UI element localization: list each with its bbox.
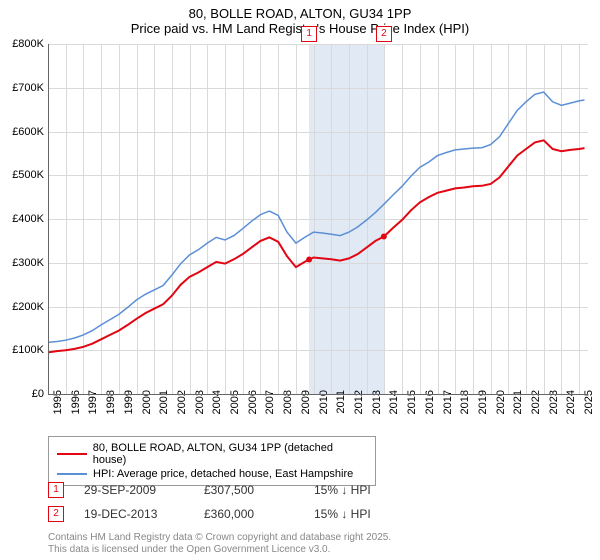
data-row-2-date: 19-DEC-2013 (84, 507, 184, 521)
footer-line2: This data is licensed under the Open Gov… (48, 544, 391, 556)
legend-swatch (57, 453, 87, 455)
legend-label: 80, BOLLE ROAD, ALTON, GU34 1PP (detache… (93, 442, 367, 466)
chart-title-address: 80, BOLLE ROAD, ALTON, GU34 1PP (0, 0, 600, 21)
data-row-1: 1 29-SEP-2009 £307,500 15% ↓ HPI (48, 482, 371, 498)
ytick-label: £300K (0, 257, 44, 269)
data-point (381, 234, 387, 240)
data-row-2-price: £360,000 (204, 507, 294, 521)
data-row-1-delta: 15% ↓ HPI (314, 483, 371, 497)
chart-title-sub: Price paid vs. HM Land Registry's House … (0, 21, 600, 40)
marker-1-icon: 1 (48, 482, 64, 498)
ytick-label: £700K (0, 82, 44, 94)
legend-item: 80, BOLLE ROAD, ALTON, GU34 1PP (detache… (57, 441, 367, 467)
ytick-label: £800K (0, 38, 44, 50)
footer-line1: Contains HM Land Registry data © Crown c… (48, 532, 391, 544)
legend-item: HPI: Average price, detached house, East… (57, 467, 367, 481)
data-row-2-delta: 15% ↓ HPI (314, 507, 371, 521)
ytick-label: £400K (0, 213, 44, 225)
legend-label: HPI: Average price, detached house, East… (93, 468, 353, 480)
y-axis (48, 44, 49, 394)
chart-marker-1: 1 (301, 26, 317, 42)
ytick-label: £100K (0, 344, 44, 356)
ytick-label: £0 (0, 388, 44, 400)
footer-attribution: Contains HM Land Registry data © Crown c… (48, 532, 391, 556)
data-row-2: 2 19-DEC-2013 £360,000 15% ↓ HPI (48, 506, 371, 522)
line-chart-svg (48, 44, 588, 394)
x-axis (48, 394, 588, 395)
ytick-label: £500K (0, 169, 44, 181)
ytick-label: £200K (0, 301, 44, 313)
legend: 80, BOLLE ROAD, ALTON, GU34 1PP (detache… (48, 436, 376, 486)
data-point (306, 256, 312, 262)
series-hpi (48, 92, 585, 342)
marker-2-icon: 2 (48, 506, 64, 522)
chart-plot-area: £0£100K£200K£300K£400K£500K£600K£700K£80… (48, 44, 588, 394)
legend-swatch (57, 473, 87, 475)
chart-marker-2: 2 (376, 26, 392, 42)
data-row-1-date: 29-SEP-2009 (84, 483, 184, 497)
ytick-label: £600K (0, 126, 44, 138)
series-price_paid (48, 140, 585, 352)
data-row-1-price: £307,500 (204, 483, 294, 497)
